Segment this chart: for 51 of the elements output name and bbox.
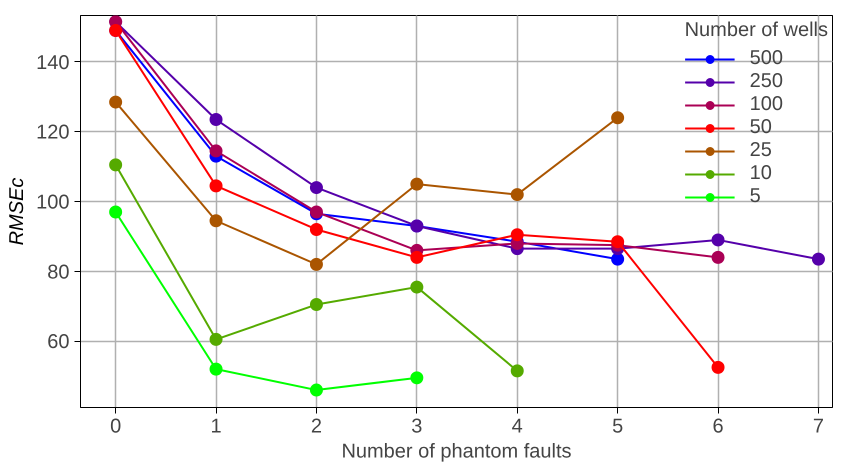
point (611, 235, 624, 248)
x-tick-label: 3 (411, 416, 422, 438)
point (109, 206, 122, 219)
x-tick-label: 7 (812, 416, 824, 438)
x-axis-title: Number of phantom faults (341, 440, 572, 462)
x-tick-label: 2 (310, 416, 322, 438)
x-tick-label: 5 (612, 416, 624, 438)
y-tick-label: 140 (36, 52, 70, 74)
point (210, 362, 223, 376)
point (210, 113, 223, 126)
point (510, 364, 524, 378)
point (310, 384, 323, 397)
legend-label: 25 (750, 139, 772, 162)
point (410, 178, 424, 191)
point (410, 371, 424, 384)
point (109, 96, 122, 109)
legend-label: 100 (750, 93, 783, 116)
legend-title: Number of wells (684, 19, 828, 42)
point (510, 188, 524, 202)
point (611, 111, 624, 124)
y-tick-label: 80 (47, 261, 70, 284)
point (310, 258, 323, 271)
point (611, 252, 624, 266)
legend-label: 50 (750, 116, 772, 139)
y-tick-label: 60 (47, 331, 70, 354)
y-tick-label: 120 (36, 122, 70, 144)
point (210, 144, 223, 158)
point (210, 179, 223, 192)
point (310, 298, 323, 312)
point (210, 214, 223, 228)
point (712, 360, 725, 374)
legend-label: 250 (750, 70, 783, 93)
x-tick-label: 1 (210, 416, 222, 438)
point (310, 181, 323, 194)
legend-label: 10 (750, 162, 772, 185)
point (410, 280, 424, 294)
x-tick-label: 6 (712, 416, 724, 438)
y-axis-title: RMSEc (6, 178, 28, 246)
point (712, 250, 725, 264)
x-tick-label: 4 (512, 416, 523, 438)
point (510, 228, 524, 242)
point (410, 250, 424, 264)
point (210, 332, 223, 346)
y-tick-label: 100 (36, 192, 70, 214)
legend-label: 5 (750, 185, 762, 208)
x-tick-label: 0 (110, 416, 122, 438)
point (812, 252, 825, 266)
legend-label: 500 (750, 47, 783, 70)
point (109, 158, 122, 172)
point (712, 233, 725, 246)
point (310, 222, 323, 236)
